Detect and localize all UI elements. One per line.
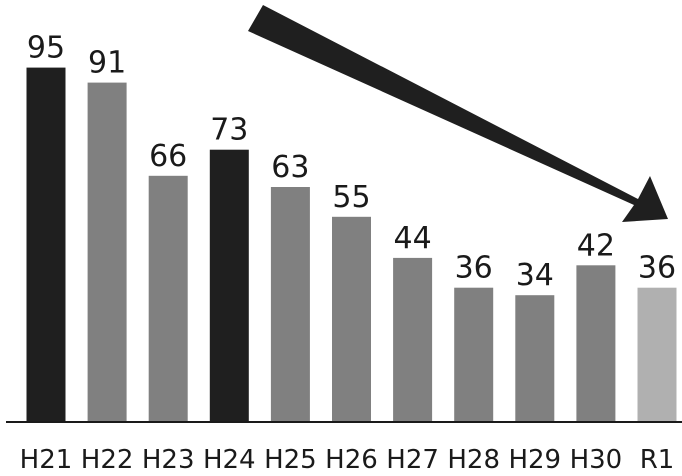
bar-h26 bbox=[332, 216, 371, 422]
value-label-h22: 91 bbox=[88, 46, 126, 81]
bar-h27 bbox=[393, 257, 433, 422]
x-tick-label-h22: H22 bbox=[81, 445, 134, 475]
x-tick-label-h21: H21 bbox=[20, 445, 73, 475]
value-label-h27: 44 bbox=[394, 221, 432, 256]
value-label-h25: 63 bbox=[271, 150, 309, 185]
bar-h23 bbox=[148, 175, 188, 422]
value-label-h21: 95 bbox=[27, 31, 65, 66]
value-label-h30: 42 bbox=[577, 228, 615, 263]
value-label-h26: 55 bbox=[332, 180, 370, 215]
bars-layer bbox=[26, 67, 677, 422]
x-tick-label-r1: R1 bbox=[640, 445, 675, 475]
value-labels-layer: 95 91 66 73 63 55 44 36 34 42 36 bbox=[27, 31, 676, 294]
bar-h24 bbox=[209, 149, 249, 422]
x-tick-label-h24: H24 bbox=[203, 445, 256, 475]
value-label-h24: 73 bbox=[210, 113, 248, 148]
bar-h30 bbox=[576, 265, 616, 422]
x-tick-label-h23: H23 bbox=[142, 445, 195, 475]
value-label-h23: 66 bbox=[149, 139, 187, 174]
bar-h22 bbox=[87, 82, 127, 422]
value-label-r1: 36 bbox=[638, 251, 676, 286]
x-tick-label-h27: H27 bbox=[386, 445, 439, 475]
x-tick-label-h28: H28 bbox=[447, 445, 500, 475]
x-tick-label-h26: H26 bbox=[325, 445, 378, 475]
bar-h29 bbox=[515, 295, 555, 422]
bar-h21 bbox=[26, 67, 66, 422]
value-label-h29: 34 bbox=[516, 258, 554, 293]
tick-labels-layer: H21 H22 H23 H24 H25 H26 H27 H28 H29 H30 R1 bbox=[20, 445, 675, 475]
bar-h25 bbox=[270, 187, 310, 422]
trend-arrow bbox=[248, 5, 668, 222]
x-tick-label-h30: H30 bbox=[570, 445, 623, 475]
x-tick-label-h25: H25 bbox=[264, 445, 317, 475]
bar-h28 bbox=[454, 287, 494, 422]
bar-r1 bbox=[637, 287, 677, 422]
x-tick-label-h29: H29 bbox=[508, 445, 561, 475]
value-label-h28: 36 bbox=[455, 251, 493, 286]
